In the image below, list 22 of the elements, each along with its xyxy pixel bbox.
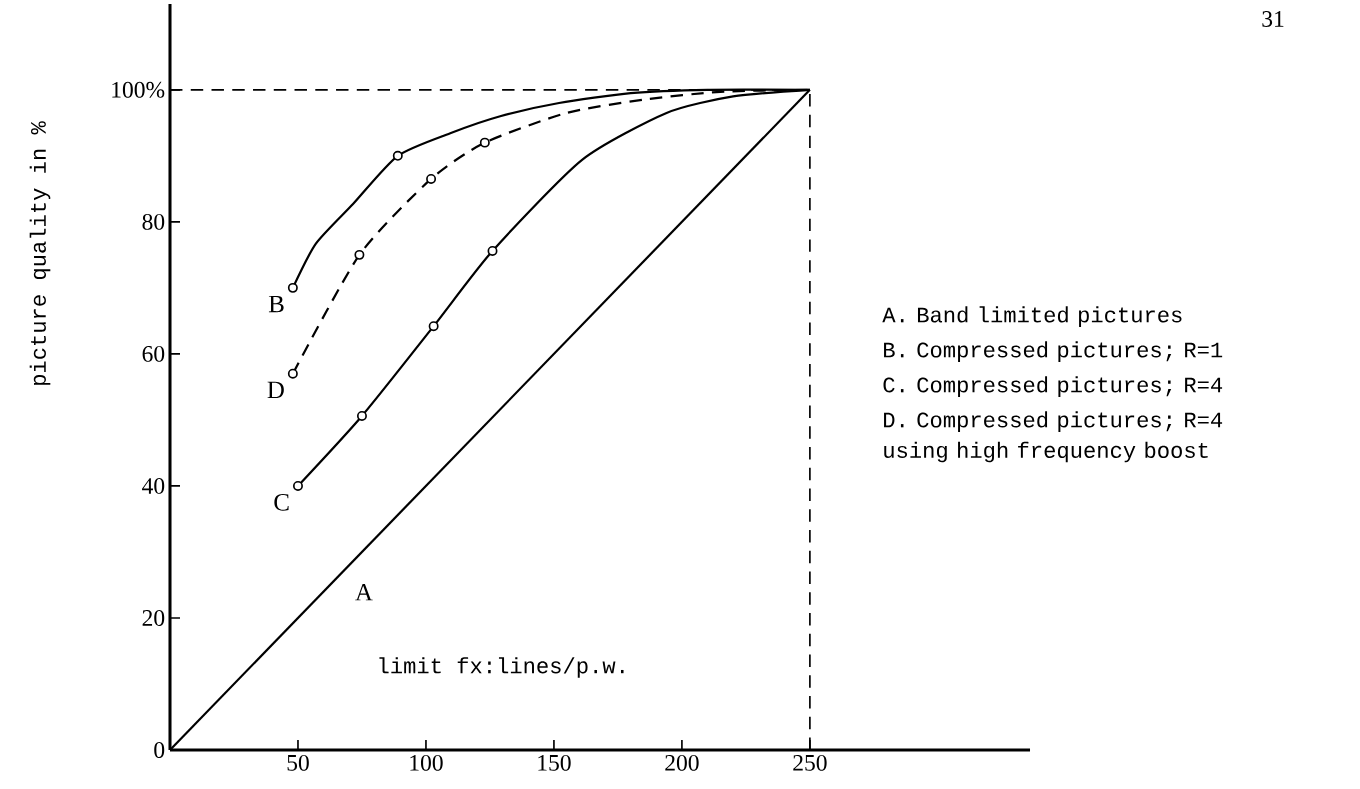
y-tick-label: 40	[142, 477, 165, 494]
series-label: D	[267, 381, 284, 399]
text: 31	[1262, 11, 1284, 27]
y-tick-label: 20	[142, 610, 165, 626]
y-tick-label: 60	[142, 345, 165, 362]
x-tick-label: 50	[287, 754, 309, 771]
y-axis-title: picture quality in %	[29, 121, 51, 385]
x-tick-label: 250	[793, 754, 827, 771]
y-tick-label: 0	[154, 742, 165, 758]
x-tick-label: 150	[538, 754, 571, 771]
y-tick-label: 80	[142, 213, 165, 230]
series-label: C	[274, 493, 289, 511]
annotation: B. Compressed pictures; R=1	[884, 341, 1223, 362]
y-tick-label: 100%	[112, 81, 165, 98]
x-axis-title: limit fx:lines/p.w.	[379, 657, 624, 678]
annotation: C. Compressed pictures; R=4	[883, 376, 1223, 397]
series-label: B	[268, 295, 284, 313]
x-tick-label: 200	[665, 754, 699, 771]
series-label: A	[355, 583, 373, 601]
annotation: D. Compressed pictures; R=4 using high frequency boost	[884, 411, 1223, 463]
x-tick-label: 100	[410, 754, 443, 771]
annotation: A. Band limited pictures	[882, 306, 1182, 327]
